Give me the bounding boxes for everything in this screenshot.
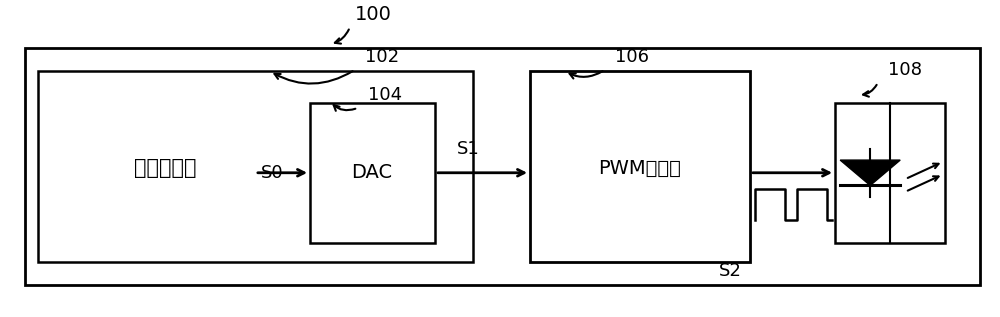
Text: DAC: DAC [351,163,393,182]
Text: 第一控制器: 第一控制器 [134,158,196,178]
Polygon shape [840,160,900,185]
Text: 102: 102 [365,48,399,66]
Bar [25,48,980,285]
Text: 104: 104 [368,86,402,104]
Text: 106: 106 [615,48,649,66]
Bar [38,71,473,262]
Bar [530,71,750,262]
Text: 100: 100 [355,5,392,24]
Text: 108: 108 [888,61,922,79]
Bar [835,103,945,243]
Text: S2: S2 [719,262,741,280]
Text: S1: S1 [457,140,479,158]
Text: S0: S0 [261,164,283,182]
Bar [310,103,435,243]
Text: PWM调制器: PWM调制器 [599,158,681,178]
